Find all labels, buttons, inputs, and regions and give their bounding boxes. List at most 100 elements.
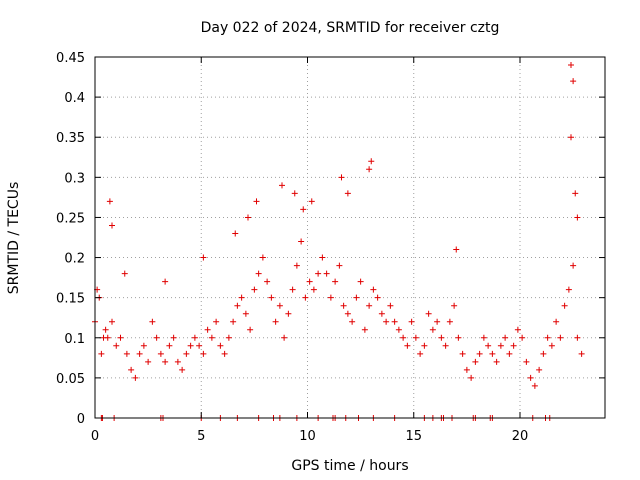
data-point	[540, 350, 547, 357]
data-point	[98, 350, 105, 357]
data-point	[300, 206, 307, 213]
data-point	[568, 134, 574, 141]
data-point	[531, 382, 538, 389]
data-point	[132, 374, 139, 381]
data-point	[476, 350, 483, 357]
x-axis-label: GPS time / hours	[291, 458, 408, 474]
data-point	[536, 366, 543, 373]
data-point	[315, 270, 322, 277]
data-point	[578, 350, 585, 357]
data-point	[268, 294, 275, 301]
data-point	[170, 334, 177, 341]
data-point	[327, 294, 334, 301]
data-point	[366, 166, 373, 173]
data-point	[306, 278, 313, 285]
data-point	[221, 350, 228, 357]
data-point	[378, 310, 385, 317]
data-point	[117, 334, 124, 341]
data-point	[353, 294, 360, 301]
data-point	[102, 326, 109, 333]
data-point	[323, 270, 330, 277]
y-tick-label: 0.2	[64, 252, 85, 267]
data-point	[570, 262, 577, 269]
data-point	[561, 302, 568, 309]
data-point	[514, 326, 521, 333]
data-point	[485, 342, 492, 349]
data-point	[121, 270, 128, 277]
data-point	[502, 334, 509, 341]
data-point	[468, 374, 475, 381]
data-point	[187, 342, 194, 349]
y-tick-label: 0.35	[56, 131, 85, 146]
y-tick-label: 0.3	[64, 171, 85, 186]
data-point	[510, 342, 517, 349]
data-point	[438, 334, 445, 341]
data-point	[557, 334, 564, 341]
data-point	[293, 262, 300, 269]
x-tick-label: 5	[197, 429, 205, 444]
data-point	[574, 334, 581, 341]
data-point	[463, 366, 470, 373]
data-point	[568, 62, 574, 69]
y-tick-label: 0.4	[64, 91, 85, 106]
data-point	[368, 158, 375, 165]
gridlines	[95, 57, 605, 418]
data-point	[408, 318, 415, 325]
data-point	[429, 326, 436, 333]
data-point	[340, 302, 347, 309]
data-point	[412, 334, 419, 341]
data-point	[434, 318, 441, 325]
data-point	[374, 294, 381, 301]
data-point	[506, 350, 513, 357]
y-axis-label: SRMTID / TECUs	[6, 182, 22, 295]
data-point	[357, 278, 364, 285]
data-point	[251, 286, 258, 293]
data-point	[493, 358, 500, 365]
data-point	[349, 318, 356, 325]
y-tick-label: 0.15	[56, 292, 85, 307]
data-point	[140, 342, 147, 349]
data-point	[572, 190, 579, 197]
data-point	[425, 310, 432, 317]
data-point	[242, 310, 249, 317]
data-point	[208, 334, 215, 341]
data-point	[196, 342, 203, 349]
data-point	[338, 174, 345, 181]
data-point	[281, 334, 288, 341]
data-point	[200, 350, 207, 357]
data-point	[291, 190, 298, 197]
data-point	[106, 198, 113, 205]
data-point	[574, 214, 581, 221]
data-point	[276, 302, 283, 309]
data-point	[113, 342, 120, 349]
plot-frame	[94, 56, 606, 419]
data-point	[255, 270, 262, 277]
chart-title: Day 022 of 2024, SRMTID for receiver czt…	[201, 20, 500, 36]
data-point	[217, 342, 224, 349]
data-point	[489, 350, 496, 357]
data-point	[279, 182, 285, 189]
data-point	[162, 278, 169, 285]
data-point	[289, 286, 296, 293]
data-point	[298, 238, 305, 245]
data-point	[174, 358, 181, 365]
data-points	[92, 62, 585, 389]
data-point	[310, 286, 317, 293]
data-point	[344, 190, 351, 197]
data-point	[183, 350, 190, 357]
data-point	[404, 342, 411, 349]
data-point	[162, 358, 169, 365]
x-tick-label: 15	[405, 429, 422, 444]
data-point	[395, 326, 402, 333]
data-point	[391, 318, 398, 325]
data-point	[336, 262, 343, 269]
data-point	[259, 254, 266, 261]
data-point	[272, 318, 279, 325]
data-point	[253, 198, 260, 205]
data-point	[565, 286, 572, 293]
data-point	[383, 318, 390, 325]
data-point	[451, 302, 458, 309]
data-point	[523, 358, 530, 365]
data-point	[344, 310, 351, 317]
data-point	[548, 342, 555, 349]
